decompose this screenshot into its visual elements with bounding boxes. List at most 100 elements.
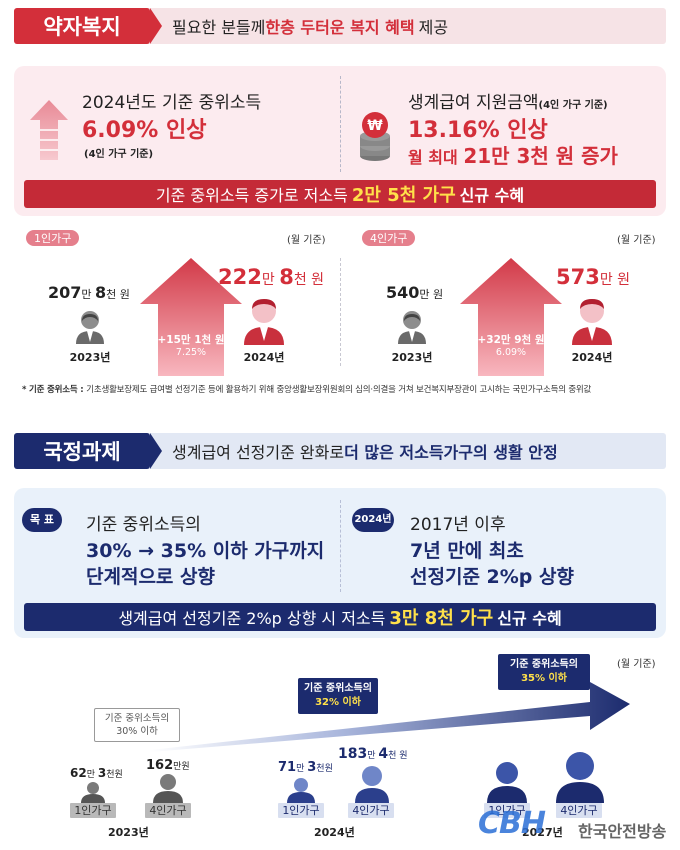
single-increase-rate: 7.25% — [175, 347, 207, 358]
amount-number: 222 — [218, 265, 262, 289]
amount-unit: 만 — [81, 288, 96, 301]
amount-unit: 만 — [86, 770, 98, 780]
amount-number: 540 — [386, 283, 420, 302]
benefit-increase-amount: 21만 3천 원 증가 — [463, 144, 618, 168]
single-person-icon — [81, 782, 105, 803]
benefit-title-note: (4인 가구 기준) — [538, 100, 608, 111]
amount-unit: 만 — [367, 751, 379, 761]
family-increase-amount: +32만 9천 원 — [477, 334, 545, 346]
banner-text-end: 신규 수혜 — [459, 186, 525, 205]
benefit-title: 생계급여 지원금액(4인 가구 기준) — [408, 88, 608, 113]
stage-2023-single-amount: 62만 3천원 — [70, 766, 123, 780]
goal-line-1: 기준 중위소득의 — [86, 515, 201, 535]
benefit-title-text: 생계급여 지원금액 — [408, 93, 539, 113]
amount-unit: 천 원 — [106, 288, 130, 301]
stage-2024-single-amount: 71만 3천원 — [278, 760, 333, 775]
single-household-plate: 1인가구 — [484, 803, 530, 818]
footnote-label: * 기준 중위소득 : — [22, 385, 87, 395]
single-increase-house-arrow — [140, 258, 242, 376]
goal-line-2: 30% → 35% 이하 가구까지 — [86, 540, 325, 562]
monthly-basis-label-2: (월 기준) — [617, 235, 656, 246]
stage-2024-family-amount: 183만 4천 원 — [338, 746, 408, 762]
coin-stack-icon: ₩ — [360, 112, 390, 161]
single-household-pill: 1인가구 — [26, 230, 80, 246]
tag-line-2: 32% 이하 — [315, 697, 361, 708]
amount-unit: 만 원 — [419, 288, 444, 301]
amount-unit: 만 원 — [599, 272, 631, 288]
stage-2024-threshold-tag: 기준 중위소득의 32% 이하 — [298, 678, 378, 714]
median-income-title: 2024년도 기준 중위소득 — [82, 93, 262, 113]
year-2024-label: 2024년 — [243, 351, 285, 364]
amount-number: 62 — [70, 766, 87, 780]
stage-2023-family-amount: 162만원 — [146, 758, 190, 773]
stage-2027-year: 2027년 — [522, 826, 563, 839]
monthly-basis-label: (월 기준) — [287, 235, 326, 246]
family-household-plate: 4인가구 — [145, 803, 191, 818]
up-arrow-icon — [30, 100, 68, 160]
amount-number: 3 — [307, 760, 317, 775]
amount-number: 71 — [278, 760, 297, 775]
section1-beneficiary-banner: 기준 중위소득 증가로 저소득 2만 5천 가구 신규 수혜 — [24, 180, 656, 208]
banner-text-end: 신규 수혜 — [497, 609, 562, 628]
family-2023-amount: 540만 원 — [386, 283, 443, 302]
banner-emphasis: 2만 5천 가구 — [351, 185, 456, 206]
amount-number: 4 — [378, 746, 389, 762]
amount-unit: 천원 — [316, 764, 333, 774]
person-2023-icon — [398, 311, 426, 344]
amount-unit: 천원 — [106, 770, 123, 780]
panel-divider — [340, 76, 341, 172]
family-household-pill: 4인가구 — [362, 230, 416, 246]
section1-badge: 약자복지 — [14, 8, 150, 44]
amount-number: 8 — [95, 283, 107, 302]
single-increase-amount: +15만 1천 원 — [157, 334, 225, 346]
year-line-3: 선정기준 2%p 상향 — [410, 566, 574, 588]
banner-emphasis: 3만 8천 가구 — [389, 608, 494, 629]
headline-text-end: 제공 — [418, 18, 449, 37]
median-income-note: (4인 가구 기준) — [84, 149, 154, 160]
broadcaster-logo: CBH — [478, 806, 546, 841]
footnote-text: 기초생활보장제도 급여별 선정기준 등에 활용하기 위해 중앙생활보장위원회의 … — [86, 385, 592, 395]
tag-line-1: 기준 중위소득의 — [304, 683, 372, 694]
median-income-footnote: * 기준 중위소득 : 기초생활보장제도 급여별 선정기준 등에 활용하기 위해… — [22, 383, 662, 395]
svg-text:₩: ₩ — [367, 118, 383, 134]
amount-unit: 만원 — [173, 762, 190, 772]
single-household-plate: 1인가구 — [70, 803, 116, 818]
tag-line-2: 35% 이하 — [521, 673, 567, 684]
headline-emphasis: 더 많은 저소득가구의 생활 안정 — [344, 443, 558, 462]
single-person-icon — [287, 778, 315, 803]
monthly-basis-label-3: (월 기준) — [617, 659, 656, 670]
single-person-icon — [487, 762, 527, 803]
amount-number: 3 — [97, 766, 107, 780]
person-2023-icon — [76, 311, 104, 344]
headline-text: 생계급여 선정기준 완화로 — [172, 443, 345, 462]
badge-arrow-icon — [150, 433, 162, 469]
family-increase-house-arrow — [460, 258, 562, 376]
single-2024-amount: 222만 8천 원 — [218, 265, 324, 289]
single-household-plate: 1인가구 — [278, 803, 324, 818]
benefit-rate: 13.16% 인상 — [408, 118, 548, 143]
year-tag: 2024년 — [352, 508, 394, 532]
tag-line-1: 기준 중위소득의 — [510, 659, 578, 670]
year-2023-label-2: 2023년 — [391, 351, 433, 364]
amount-number: 207 — [48, 283, 82, 302]
family-household-plate: 4인가구 — [348, 803, 394, 818]
stage-2023-year: 2023년 — [108, 826, 149, 839]
amount-number: 162 — [146, 758, 174, 773]
broadcaster-name: 한국안전방송 — [578, 822, 667, 841]
benefit-increase-prefix: 월 최대 — [408, 148, 464, 167]
amount-number: 573 — [556, 265, 600, 289]
section2-badge: 국정과제 — [14, 433, 150, 469]
year-line-1: 2017년 이후 — [410, 515, 506, 535]
person-2024-icon — [244, 299, 284, 345]
banner-text: 생계급여 선정기준 2%p 상향 시 저소득 — [118, 609, 386, 628]
amount-unit: 만 — [296, 764, 308, 774]
amount-unit: 천 원 — [388, 751, 408, 761]
section1-headline: 필요한 분들께 한층 두터운 복지 혜택 제공 — [172, 8, 448, 44]
stage-2023-threshold-tag: 기준 중위소득의 30% 이하 — [94, 708, 180, 742]
stage-2024-year: 2024년 — [314, 826, 355, 839]
family-person-icon — [556, 752, 604, 803]
panel-divider-2 — [340, 500, 341, 592]
year-2023-label: 2023년 — [69, 351, 111, 364]
tag-line-2: 30% 이하 — [116, 726, 158, 737]
year-2024-label-2: 2024년 — [571, 351, 613, 364]
